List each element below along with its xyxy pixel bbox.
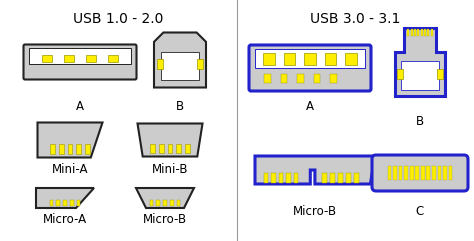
- Bar: [430, 29, 433, 36]
- Bar: [185, 144, 190, 153]
- Bar: [42, 55, 52, 62]
- Bar: [304, 53, 316, 65]
- Bar: [420, 29, 423, 36]
- Bar: [156, 59, 164, 69]
- Bar: [177, 200, 181, 206]
- Bar: [322, 173, 327, 183]
- Bar: [70, 200, 73, 206]
- Bar: [325, 53, 337, 65]
- Bar: [76, 144, 81, 154]
- Bar: [29, 47, 131, 63]
- Bar: [176, 144, 181, 153]
- Bar: [437, 69, 443, 79]
- FancyBboxPatch shape: [372, 155, 468, 191]
- Bar: [355, 173, 359, 183]
- Bar: [263, 53, 275, 65]
- Text: B: B: [176, 100, 184, 113]
- Text: A: A: [306, 100, 314, 113]
- Bar: [407, 29, 410, 36]
- Bar: [255, 49, 365, 68]
- Bar: [86, 55, 96, 62]
- Bar: [427, 166, 430, 180]
- Bar: [393, 166, 397, 180]
- Bar: [443, 166, 447, 180]
- Bar: [283, 53, 295, 65]
- Bar: [286, 173, 291, 183]
- Bar: [293, 173, 298, 183]
- Bar: [68, 144, 73, 154]
- Bar: [399, 166, 402, 180]
- Bar: [279, 173, 283, 183]
- FancyBboxPatch shape: [249, 45, 371, 91]
- Bar: [404, 166, 408, 180]
- Polygon shape: [154, 33, 206, 87]
- Bar: [161, 52, 199, 80]
- Polygon shape: [395, 28, 445, 96]
- Bar: [281, 74, 287, 83]
- Bar: [432, 166, 436, 180]
- Bar: [156, 200, 160, 206]
- Bar: [330, 74, 337, 83]
- Bar: [438, 166, 441, 180]
- Bar: [410, 166, 413, 180]
- Bar: [417, 29, 419, 36]
- Bar: [85, 144, 90, 154]
- Bar: [338, 173, 343, 183]
- Bar: [109, 55, 118, 62]
- Bar: [170, 200, 173, 206]
- Text: Micro-B: Micro-B: [143, 213, 187, 226]
- Bar: [163, 200, 167, 206]
- Bar: [345, 53, 357, 65]
- Polygon shape: [137, 123, 202, 156]
- Bar: [77, 200, 81, 206]
- Polygon shape: [36, 188, 94, 208]
- Bar: [330, 173, 335, 183]
- Bar: [415, 166, 419, 180]
- FancyBboxPatch shape: [24, 45, 137, 80]
- Text: Mini-A: Mini-A: [52, 163, 88, 176]
- Bar: [56, 200, 60, 206]
- Bar: [197, 59, 203, 69]
- Bar: [59, 144, 64, 154]
- Polygon shape: [136, 188, 194, 208]
- Bar: [427, 29, 429, 36]
- Bar: [168, 144, 173, 153]
- Bar: [149, 200, 153, 206]
- Bar: [50, 144, 55, 154]
- Text: Micro-A: Micro-A: [43, 213, 87, 226]
- Bar: [346, 173, 351, 183]
- Bar: [159, 144, 164, 153]
- Text: Micro-B: Micro-B: [293, 205, 337, 218]
- Bar: [50, 200, 53, 206]
- Bar: [414, 29, 416, 36]
- Bar: [397, 69, 403, 79]
- Text: USB 3.0 - 3.1: USB 3.0 - 3.1: [310, 12, 400, 26]
- Bar: [264, 173, 268, 183]
- Bar: [421, 166, 425, 180]
- Bar: [388, 166, 391, 180]
- Polygon shape: [37, 122, 102, 158]
- Text: USB 1.0 - 2.0: USB 1.0 - 2.0: [73, 12, 163, 26]
- Bar: [264, 74, 271, 83]
- Bar: [314, 74, 320, 83]
- Bar: [410, 29, 413, 36]
- Bar: [424, 29, 426, 36]
- Bar: [297, 74, 304, 83]
- Bar: [271, 173, 276, 183]
- Text: Mini-B: Mini-B: [152, 163, 188, 176]
- Text: A: A: [76, 100, 84, 113]
- Bar: [64, 55, 74, 62]
- Text: C: C: [416, 205, 424, 218]
- Bar: [401, 61, 439, 90]
- Polygon shape: [255, 156, 375, 184]
- Bar: [63, 200, 67, 206]
- Bar: [150, 144, 155, 153]
- Bar: [449, 166, 453, 180]
- Text: B: B: [416, 115, 424, 128]
